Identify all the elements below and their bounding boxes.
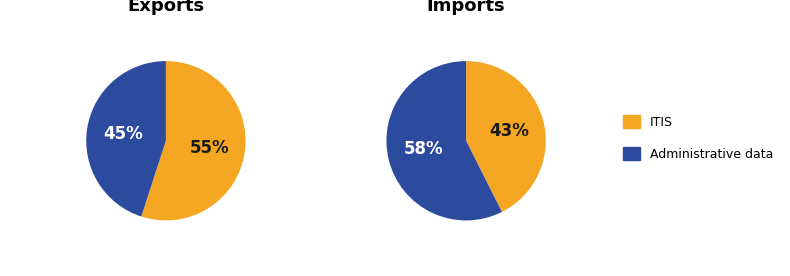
Legend: ITIS, Administrative data: ITIS, Administrative data: [616, 109, 780, 167]
Title: Exports: Exports: [127, 0, 205, 15]
Title: Imports: Imports: [427, 0, 506, 15]
Text: 55%: 55%: [190, 139, 229, 156]
Wedge shape: [141, 61, 246, 221]
Text: 58%: 58%: [404, 140, 443, 158]
Wedge shape: [86, 61, 166, 217]
Wedge shape: [466, 61, 546, 212]
Text: 43%: 43%: [489, 122, 529, 140]
Text: 45%: 45%: [103, 125, 142, 143]
Wedge shape: [386, 61, 502, 221]
